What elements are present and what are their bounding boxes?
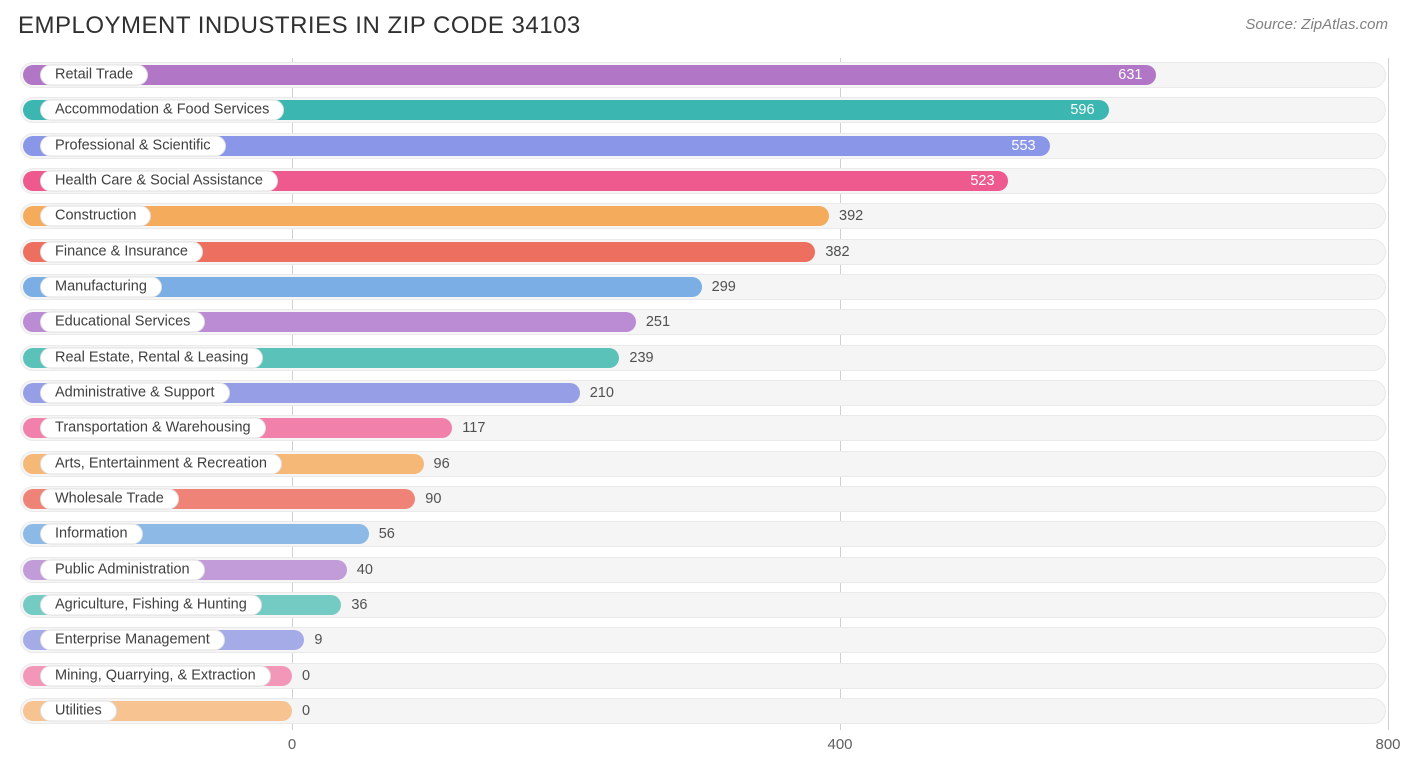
bar-row: Arts, Entertainment & Recreation 96: [18, 451, 1388, 477]
bar-label-pill: Manufacturing: [40, 276, 162, 297]
bar-row: Public Administration 40: [18, 557, 1388, 583]
bar-row: Agriculture, Fishing & Hunting 36: [18, 592, 1388, 618]
bar-value-label: 523: [970, 173, 994, 189]
x-axis-labels: 0400800: [18, 734, 1388, 758]
bar-row: Information 56: [18, 521, 1388, 547]
x-tick-label: 800: [1375, 736, 1400, 753]
bar-row: Wholesale Trade 90: [18, 486, 1388, 512]
bar-value-label: 0: [302, 703, 310, 719]
bar-row: Accommodation & Food Services 596: [18, 97, 1388, 123]
bar-label-pill: Educational Services: [40, 312, 205, 333]
gridline: [1388, 58, 1389, 730]
bar-row: Utilities 0: [18, 698, 1388, 724]
bar-rows: Retail Trade 631 Accommodation & Food Serv…: [18, 58, 1388, 730]
bar-value-label: 239: [629, 350, 653, 366]
bar-label-pill: Public Administration: [40, 559, 205, 580]
bar-row: Health Care & Social Assistance 523: [18, 168, 1388, 194]
bar-value-label: 0: [302, 668, 310, 684]
bar-value-label: 392: [839, 208, 863, 224]
bar-value-label: 382: [825, 244, 849, 260]
bar-label-pill: Agriculture, Fishing & Hunting: [40, 594, 262, 615]
bar-label-pill: Mining, Quarrying, & Extraction: [40, 665, 271, 686]
chart-header: EMPLOYMENT INDUSTRIES IN ZIP CODE 34103 …: [18, 12, 1388, 40]
bar-value-label: 36: [351, 597, 367, 613]
bar-row: Finance & Insurance 382: [18, 239, 1388, 265]
bar-value-label: 210: [590, 385, 614, 401]
bar-label-pill: Health Care & Social Assistance: [40, 170, 278, 191]
bar-value-label: 299: [712, 279, 736, 295]
bar-value-label: 9: [314, 632, 322, 648]
bar-row: Administrative & Support 210: [18, 380, 1388, 406]
bar-label-pill: Real Estate, Rental & Leasing: [40, 347, 263, 368]
bar-value-label: 596: [1070, 102, 1094, 118]
bar-row: Educational Services 251: [18, 309, 1388, 335]
bar-label-pill: Retail Trade: [40, 65, 148, 86]
chart-area: Retail Trade 631 Accommodation & Food Serv…: [18, 58, 1388, 758]
bar-label-pill: Transportation & Warehousing: [40, 418, 266, 439]
bar-row: Retail Trade 631: [18, 62, 1388, 88]
bar-value-label: 96: [434, 456, 450, 472]
chart-source: Source: ZipAtlas.com: [1245, 16, 1388, 33]
bar-value-label: 56: [379, 526, 395, 542]
bar-value-label: 553: [1011, 138, 1035, 154]
chart-title: EMPLOYMENT INDUSTRIES IN ZIP CODE 34103: [18, 12, 581, 40]
bar-row: Mining, Quarrying, & Extraction 0: [18, 663, 1388, 689]
bar-label-pill: Professional & Scientific: [40, 135, 226, 156]
bar-row: Professional & Scientific 553: [18, 133, 1388, 159]
bar-label-pill: Administrative & Support: [40, 382, 230, 403]
bar-label-pill: Wholesale Trade: [40, 488, 179, 509]
x-tick-label: 400: [827, 736, 852, 753]
bar-row: Manufacturing 299: [18, 274, 1388, 300]
bar-value-label: 251: [646, 314, 670, 330]
bar-label-pill: Information: [40, 524, 143, 545]
x-tick-label: 0: [288, 736, 296, 753]
bar-row: Construction 392: [18, 203, 1388, 229]
bar-label-pill: Enterprise Management: [40, 630, 225, 651]
bar-row: Transportation & Warehousing 117: [18, 415, 1388, 441]
bar-value-label: 40: [357, 562, 373, 578]
bar-row: Real Estate, Rental & Leasing 239: [18, 345, 1388, 371]
bar-label-pill: Utilities: [40, 700, 117, 721]
bar-value-label: 117: [462, 420, 485, 436]
bar-value-label: 631: [1118, 67, 1142, 83]
bar-row: Enterprise Management 9: [18, 627, 1388, 653]
bar-label-pill: Arts, Entertainment & Recreation: [40, 453, 282, 474]
chart-plot: Retail Trade 631 Accommodation & Food Serv…: [18, 58, 1388, 730]
source-prefix: Source:: [1245, 16, 1301, 33]
bar-label-pill: Finance & Insurance: [40, 241, 203, 262]
bar: [23, 65, 1156, 85]
bar-label-pill: Construction: [40, 206, 151, 227]
source-name: ZipAtlas.com: [1301, 16, 1388, 33]
bar-value-label: 90: [425, 491, 441, 507]
bar-label-pill: Accommodation & Food Services: [40, 100, 284, 121]
